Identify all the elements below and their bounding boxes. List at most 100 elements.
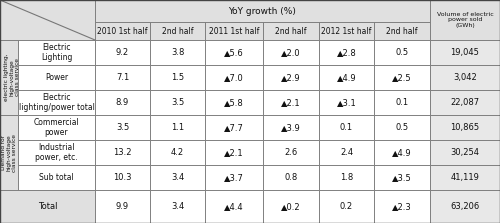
- Text: 8.9: 8.9: [116, 98, 129, 107]
- Bar: [0, 40, 18, 115]
- Text: ▲2.5: ▲2.5: [392, 73, 412, 82]
- Text: 3.4: 3.4: [171, 202, 184, 211]
- Text: ▲7.0: ▲7.0: [224, 73, 244, 82]
- Bar: [430, 0, 500, 40]
- Text: ▲5.8: ▲5.8: [224, 98, 244, 107]
- Bar: [95, 165, 150, 190]
- Bar: [18, 40, 95, 65]
- Text: 1.8: 1.8: [340, 173, 353, 182]
- Text: 10.3: 10.3: [113, 173, 132, 182]
- Bar: [319, 115, 374, 140]
- Bar: [150, 90, 205, 115]
- Text: 2.4: 2.4: [340, 148, 353, 157]
- Bar: [319, 165, 374, 190]
- Bar: [430, 140, 500, 165]
- Bar: [205, 22, 263, 40]
- Bar: [374, 40, 430, 65]
- Text: 22,087: 22,087: [450, 98, 480, 107]
- Bar: [150, 165, 205, 190]
- Bar: [0, 190, 95, 223]
- Bar: [374, 115, 430, 140]
- Bar: [263, 190, 319, 223]
- Text: 10,865: 10,865: [450, 123, 480, 132]
- Text: ▲7.7: ▲7.7: [224, 123, 244, 132]
- Bar: [374, 22, 430, 40]
- Text: Commercial
power: Commercial power: [34, 118, 80, 137]
- Text: ▲3.9: ▲3.9: [281, 123, 301, 132]
- Bar: [18, 90, 95, 115]
- Bar: [150, 190, 205, 223]
- Text: 0.2: 0.2: [340, 202, 353, 211]
- Bar: [263, 115, 319, 140]
- Bar: [319, 22, 374, 40]
- Text: 3.5: 3.5: [171, 98, 184, 107]
- Bar: [150, 140, 205, 165]
- Text: 0.1: 0.1: [396, 98, 408, 107]
- Bar: [18, 140, 95, 165]
- Text: 2nd half: 2nd half: [275, 27, 307, 35]
- Bar: [319, 190, 374, 223]
- Bar: [95, 140, 150, 165]
- Text: 0.5: 0.5: [396, 48, 408, 57]
- Bar: [95, 115, 150, 140]
- Bar: [319, 90, 374, 115]
- Text: Sub total: Sub total: [39, 173, 74, 182]
- Bar: [95, 65, 150, 90]
- Text: Electric
Lighting: Electric Lighting: [41, 43, 72, 62]
- Bar: [205, 115, 263, 140]
- Text: 30,254: 30,254: [450, 148, 480, 157]
- Text: 3.8: 3.8: [171, 48, 184, 57]
- Bar: [374, 190, 430, 223]
- Bar: [319, 40, 374, 65]
- Bar: [319, 140, 374, 165]
- Text: 2011 1st half: 2011 1st half: [209, 27, 259, 35]
- Bar: [263, 140, 319, 165]
- Bar: [430, 65, 500, 90]
- Bar: [374, 140, 430, 165]
- Text: ▲2.1: ▲2.1: [281, 98, 301, 107]
- Text: 41,119: 41,119: [450, 173, 480, 182]
- Bar: [150, 65, 205, 90]
- Bar: [95, 22, 150, 40]
- Text: 4.2: 4.2: [171, 148, 184, 157]
- Bar: [205, 190, 263, 223]
- Bar: [18, 165, 95, 190]
- Text: 2010 1st half: 2010 1st half: [97, 27, 148, 35]
- Text: 9.9: 9.9: [116, 202, 129, 211]
- Text: ▲3.1: ▲3.1: [336, 98, 356, 107]
- Bar: [430, 90, 500, 115]
- Bar: [150, 40, 205, 65]
- Text: 19,045: 19,045: [450, 48, 480, 57]
- Text: 13.2: 13.2: [113, 148, 132, 157]
- Text: ▲2.8: ▲2.8: [336, 48, 356, 57]
- Bar: [205, 165, 263, 190]
- Bar: [374, 90, 430, 115]
- Text: ▲2.9: ▲2.9: [281, 73, 301, 82]
- Text: 2012 1st half: 2012 1st half: [322, 27, 372, 35]
- Text: 2nd half: 2nd half: [386, 27, 418, 35]
- Bar: [205, 90, 263, 115]
- Text: 63,206: 63,206: [450, 202, 480, 211]
- Bar: [95, 40, 150, 65]
- Bar: [205, 65, 263, 90]
- Bar: [263, 90, 319, 115]
- Text: ▲4.9: ▲4.9: [336, 73, 356, 82]
- Text: Industrial
power, etc.: Industrial power, etc.: [35, 143, 78, 162]
- Text: ▲3.5: ▲3.5: [392, 173, 412, 182]
- Bar: [95, 90, 150, 115]
- Bar: [263, 40, 319, 65]
- Bar: [205, 40, 263, 65]
- Text: Volume of electric
power sold
(GWh): Volume of electric power sold (GWh): [436, 12, 494, 28]
- Text: Power: Power: [45, 73, 68, 82]
- Text: ▲0.2: ▲0.2: [281, 202, 301, 211]
- Text: 0.1: 0.1: [340, 123, 353, 132]
- Text: Demand for
electric lighting,
high-voltage
class service: Demand for electric lighting, high-volta…: [0, 54, 20, 101]
- Bar: [374, 165, 430, 190]
- Bar: [18, 65, 95, 90]
- Text: 3.5: 3.5: [116, 123, 129, 132]
- Bar: [319, 65, 374, 90]
- Bar: [263, 22, 319, 40]
- Bar: [0, 115, 18, 190]
- Text: Electric
lighting/power total: Electric lighting/power total: [18, 93, 94, 112]
- Text: ▲2.3: ▲2.3: [392, 202, 412, 211]
